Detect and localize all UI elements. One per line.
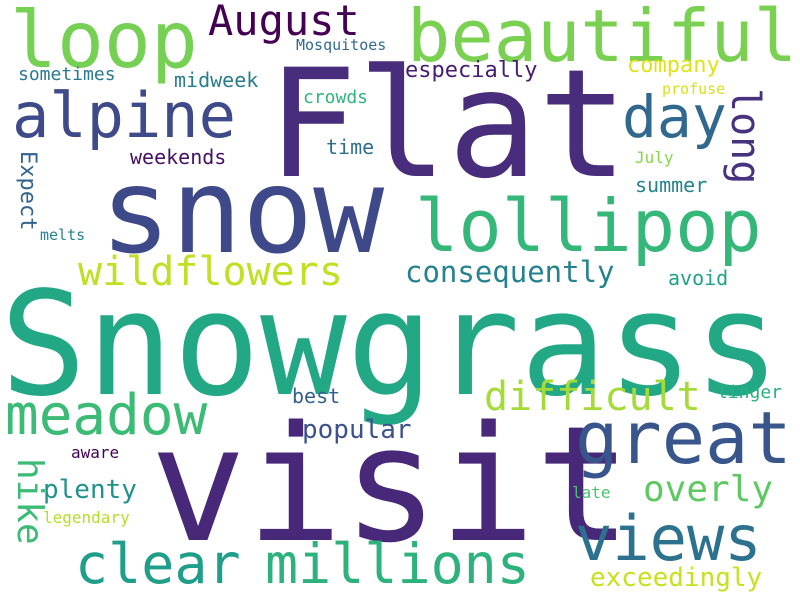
word-meadow: meadow <box>5 383 208 448</box>
word-melts: melts <box>40 226 86 244</box>
word-crowds: crowds <box>303 87 369 108</box>
word-loop: loop <box>10 0 198 86</box>
word-millions: millions <box>265 532 530 596</box>
word-time: time <box>326 135 375 159</box>
word-long: long <box>722 88 768 185</box>
word-consequently: consequently <box>405 255 615 289</box>
word-great: great <box>575 396 792 480</box>
word-exceedingly: exceedingly <box>590 563 763 593</box>
word-july: July <box>635 148 674 167</box>
word-weekends: weekends <box>130 145 227 169</box>
word-wildflowers: wildflowers <box>78 249 343 295</box>
word-avoid: avoid <box>668 266 729 290</box>
word-legendary: legendary <box>43 508 130 527</box>
word-snow: snow <box>100 142 385 280</box>
word-hike: hike <box>9 458 50 545</box>
word-sometimes: sometimes <box>18 64 116 85</box>
word-visit: visit <box>150 391 632 578</box>
word-lollipop: lollipop <box>415 184 762 268</box>
word-summer: summer <box>635 173 708 197</box>
word-beautiful: beautiful <box>407 0 798 78</box>
word-mosquitoes: Mosquitoes <box>296 36 387 54</box>
word-views: views <box>575 502 762 575</box>
word-linger: linger <box>717 382 783 403</box>
word-august: August <box>208 0 360 45</box>
word-snowgrass: Snowgrass <box>0 260 781 428</box>
word-midweek: midweek <box>174 68 259 92</box>
word-late: late <box>572 483 611 502</box>
word-profuse: profuse <box>662 80 726 98</box>
word-aware: aware <box>71 443 120 462</box>
word-especially: especially <box>405 58 538 83</box>
word-alpine: alpine <box>12 79 236 152</box>
word-popular: popular <box>302 415 412 445</box>
word-best: best <box>292 384 341 408</box>
word-day: day <box>622 83 727 151</box>
word-overly: overly <box>643 469 774 510</box>
word-plenty: plenty <box>43 475 137 505</box>
word-clear: clear <box>75 532 241 596</box>
word-difficult: difficult <box>484 374 701 420</box>
word-company: company <box>627 53 720 78</box>
word-flat: Flat <box>267 38 629 212</box>
word-expect: Expect <box>15 151 40 231</box>
